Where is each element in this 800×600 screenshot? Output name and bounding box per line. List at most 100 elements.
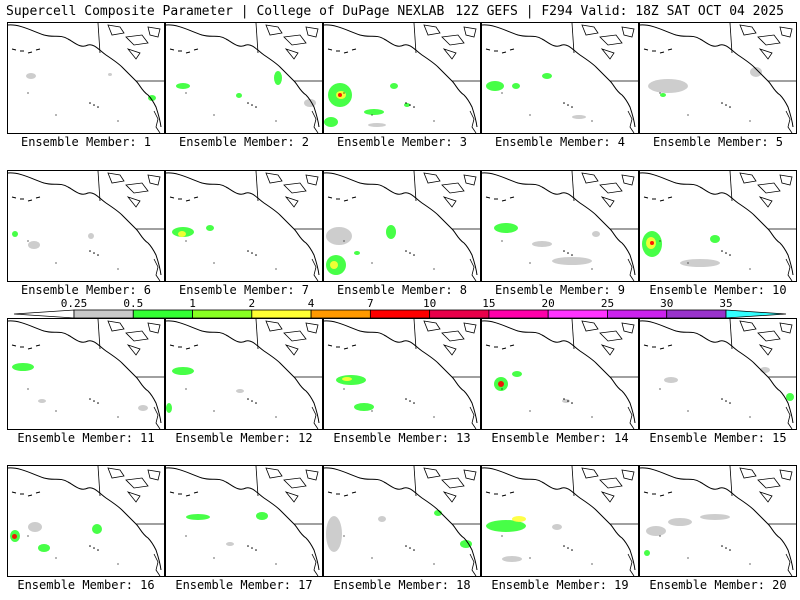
ensemble-member-label: Ensemble Member: 15 — [649, 431, 787, 445]
ensemble-map-panel — [639, 318, 797, 430]
ensemble-member-label: Ensemble Member: 6 — [20, 283, 152, 297]
coastline-basemap — [324, 23, 480, 133]
colorbar-tick-label: 2 — [249, 297, 256, 310]
scp-contour — [12, 231, 18, 237]
scp-contour — [542, 73, 552, 79]
scp-contour — [178, 231, 186, 237]
coastline-basemap — [324, 319, 480, 429]
scp-contour — [552, 524, 562, 530]
scp-contour — [12, 534, 17, 539]
scp-contour — [186, 514, 210, 520]
colorbar-segment — [73, 309, 134, 319]
ensemble-map-panel — [481, 318, 639, 430]
scp-contour — [512, 371, 522, 377]
scp-contour — [572, 115, 586, 119]
scp-contour — [206, 225, 214, 231]
ensemble-map-panel — [165, 170, 323, 282]
coastline-basemap — [324, 466, 480, 576]
scp-contour — [28, 522, 42, 532]
ensemble-member-label: Ensemble Member: 10 — [649, 283, 787, 297]
colorbar-segment — [547, 309, 608, 319]
scp-contour — [12, 363, 34, 371]
scp-contour — [330, 261, 338, 269]
ensemble-map-panel — [481, 170, 639, 282]
scp-contour — [644, 550, 650, 556]
scp-contour — [750, 67, 762, 77]
chart-title: Supercell Composite Parameter | College … — [6, 4, 445, 19]
scp-contour — [386, 225, 396, 239]
colorbar: 0.25 0.5 1 2 4 7 10 15 20 25 30 35 — [13, 297, 787, 319]
scp-contour — [338, 93, 342, 97]
ensemble-map-panel — [481, 22, 639, 134]
ensemble-member-label: Ensemble Member: 2 — [178, 135, 310, 149]
coastline-basemap — [324, 171, 480, 281]
colorbar-tick-label: 30 — [660, 297, 673, 310]
scp-contour — [342, 377, 352, 381]
ensemble-member-label: Ensemble Member: 9 — [494, 283, 626, 297]
scp-contour — [176, 83, 190, 89]
colorbar-segment — [488, 309, 549, 319]
ensemble-member-label: Ensemble Member: 1 — [20, 135, 152, 149]
scp-contour — [710, 235, 720, 243]
ensemble-map-panel — [323, 318, 481, 430]
colorbar-tick-label: 35 — [719, 297, 732, 310]
ensemble-member-label: Ensemble Member: 19 — [491, 578, 629, 592]
colorbar-tick-label: 25 — [601, 297, 614, 310]
scp-contour — [552, 257, 592, 265]
ensemble-member-label: Ensemble Member: 3 — [336, 135, 468, 149]
coastline-basemap — [640, 466, 796, 576]
colorbar-over-arrow — [725, 309, 787, 319]
scp-contour — [562, 399, 570, 403]
scp-contour — [324, 117, 338, 127]
scp-contour — [404, 103, 410, 107]
colorbar-under-arrow — [13, 309, 75, 319]
ensemble-map-panel — [639, 170, 797, 282]
coastline-basemap — [482, 319, 638, 429]
scp-contour — [226, 542, 234, 546]
valid-time: 12Z GEFS | F294 Valid: 18Z SAT OCT 04 20… — [455, 4, 784, 19]
colorbar-segment — [369, 309, 431, 319]
ensemble-member-label: Ensemble Member: 20 — [649, 578, 787, 592]
scp-contour — [648, 79, 688, 93]
scp-contour — [498, 381, 504, 387]
ensemble-map-panel — [165, 465, 323, 577]
scp-contour — [326, 227, 352, 245]
scp-contour — [486, 520, 526, 532]
scp-contour — [486, 81, 504, 91]
ensemble-member-label: Ensemble Member: 5 — [652, 135, 784, 149]
ensemble-member-label: Ensemble Member: 12 — [175, 431, 313, 445]
ensemble-map-panel — [7, 22, 165, 134]
ensemble-map-panel — [323, 22, 481, 134]
scp-contour — [494, 223, 518, 233]
ensemble-map-panel — [639, 465, 797, 577]
ensemble-member-label: Ensemble Member: 8 — [336, 283, 468, 297]
scp-contour — [786, 393, 794, 401]
ensemble-member-label: Ensemble Member: 17 — [175, 578, 313, 592]
scp-contour — [166, 403, 172, 413]
coastline-basemap — [166, 466, 322, 576]
scp-contour — [354, 251, 360, 255]
scp-contour — [650, 241, 654, 245]
scp-contour — [502, 556, 522, 562]
scp-contour — [646, 526, 666, 536]
ensemble-map-panel — [7, 465, 165, 577]
ensemble-member-label: Ensemble Member: 14 — [491, 431, 629, 445]
colorbar-tick-label: 7 — [367, 297, 374, 310]
scp-contour — [668, 518, 692, 526]
ensemble-map-panel — [481, 465, 639, 577]
scp-contour — [460, 540, 472, 548]
ensemble-map-panel — [7, 318, 165, 430]
ensemble-member-label: Ensemble Member: 7 — [178, 283, 310, 297]
ensemble-member-label: Ensemble Member: 18 — [333, 578, 471, 592]
scp-contour — [592, 231, 600, 237]
colorbar-segment — [666, 309, 727, 319]
scp-contour — [680, 259, 720, 267]
colorbar-segment — [310, 309, 371, 319]
scp-contour — [660, 93, 666, 97]
coastline-basemap — [166, 171, 322, 281]
scp-contour — [368, 123, 386, 127]
scp-contour — [700, 514, 730, 520]
colorbar-segment — [607, 309, 668, 319]
scp-contour — [364, 109, 384, 115]
colorbar-tick-label: 4 — [308, 297, 315, 310]
